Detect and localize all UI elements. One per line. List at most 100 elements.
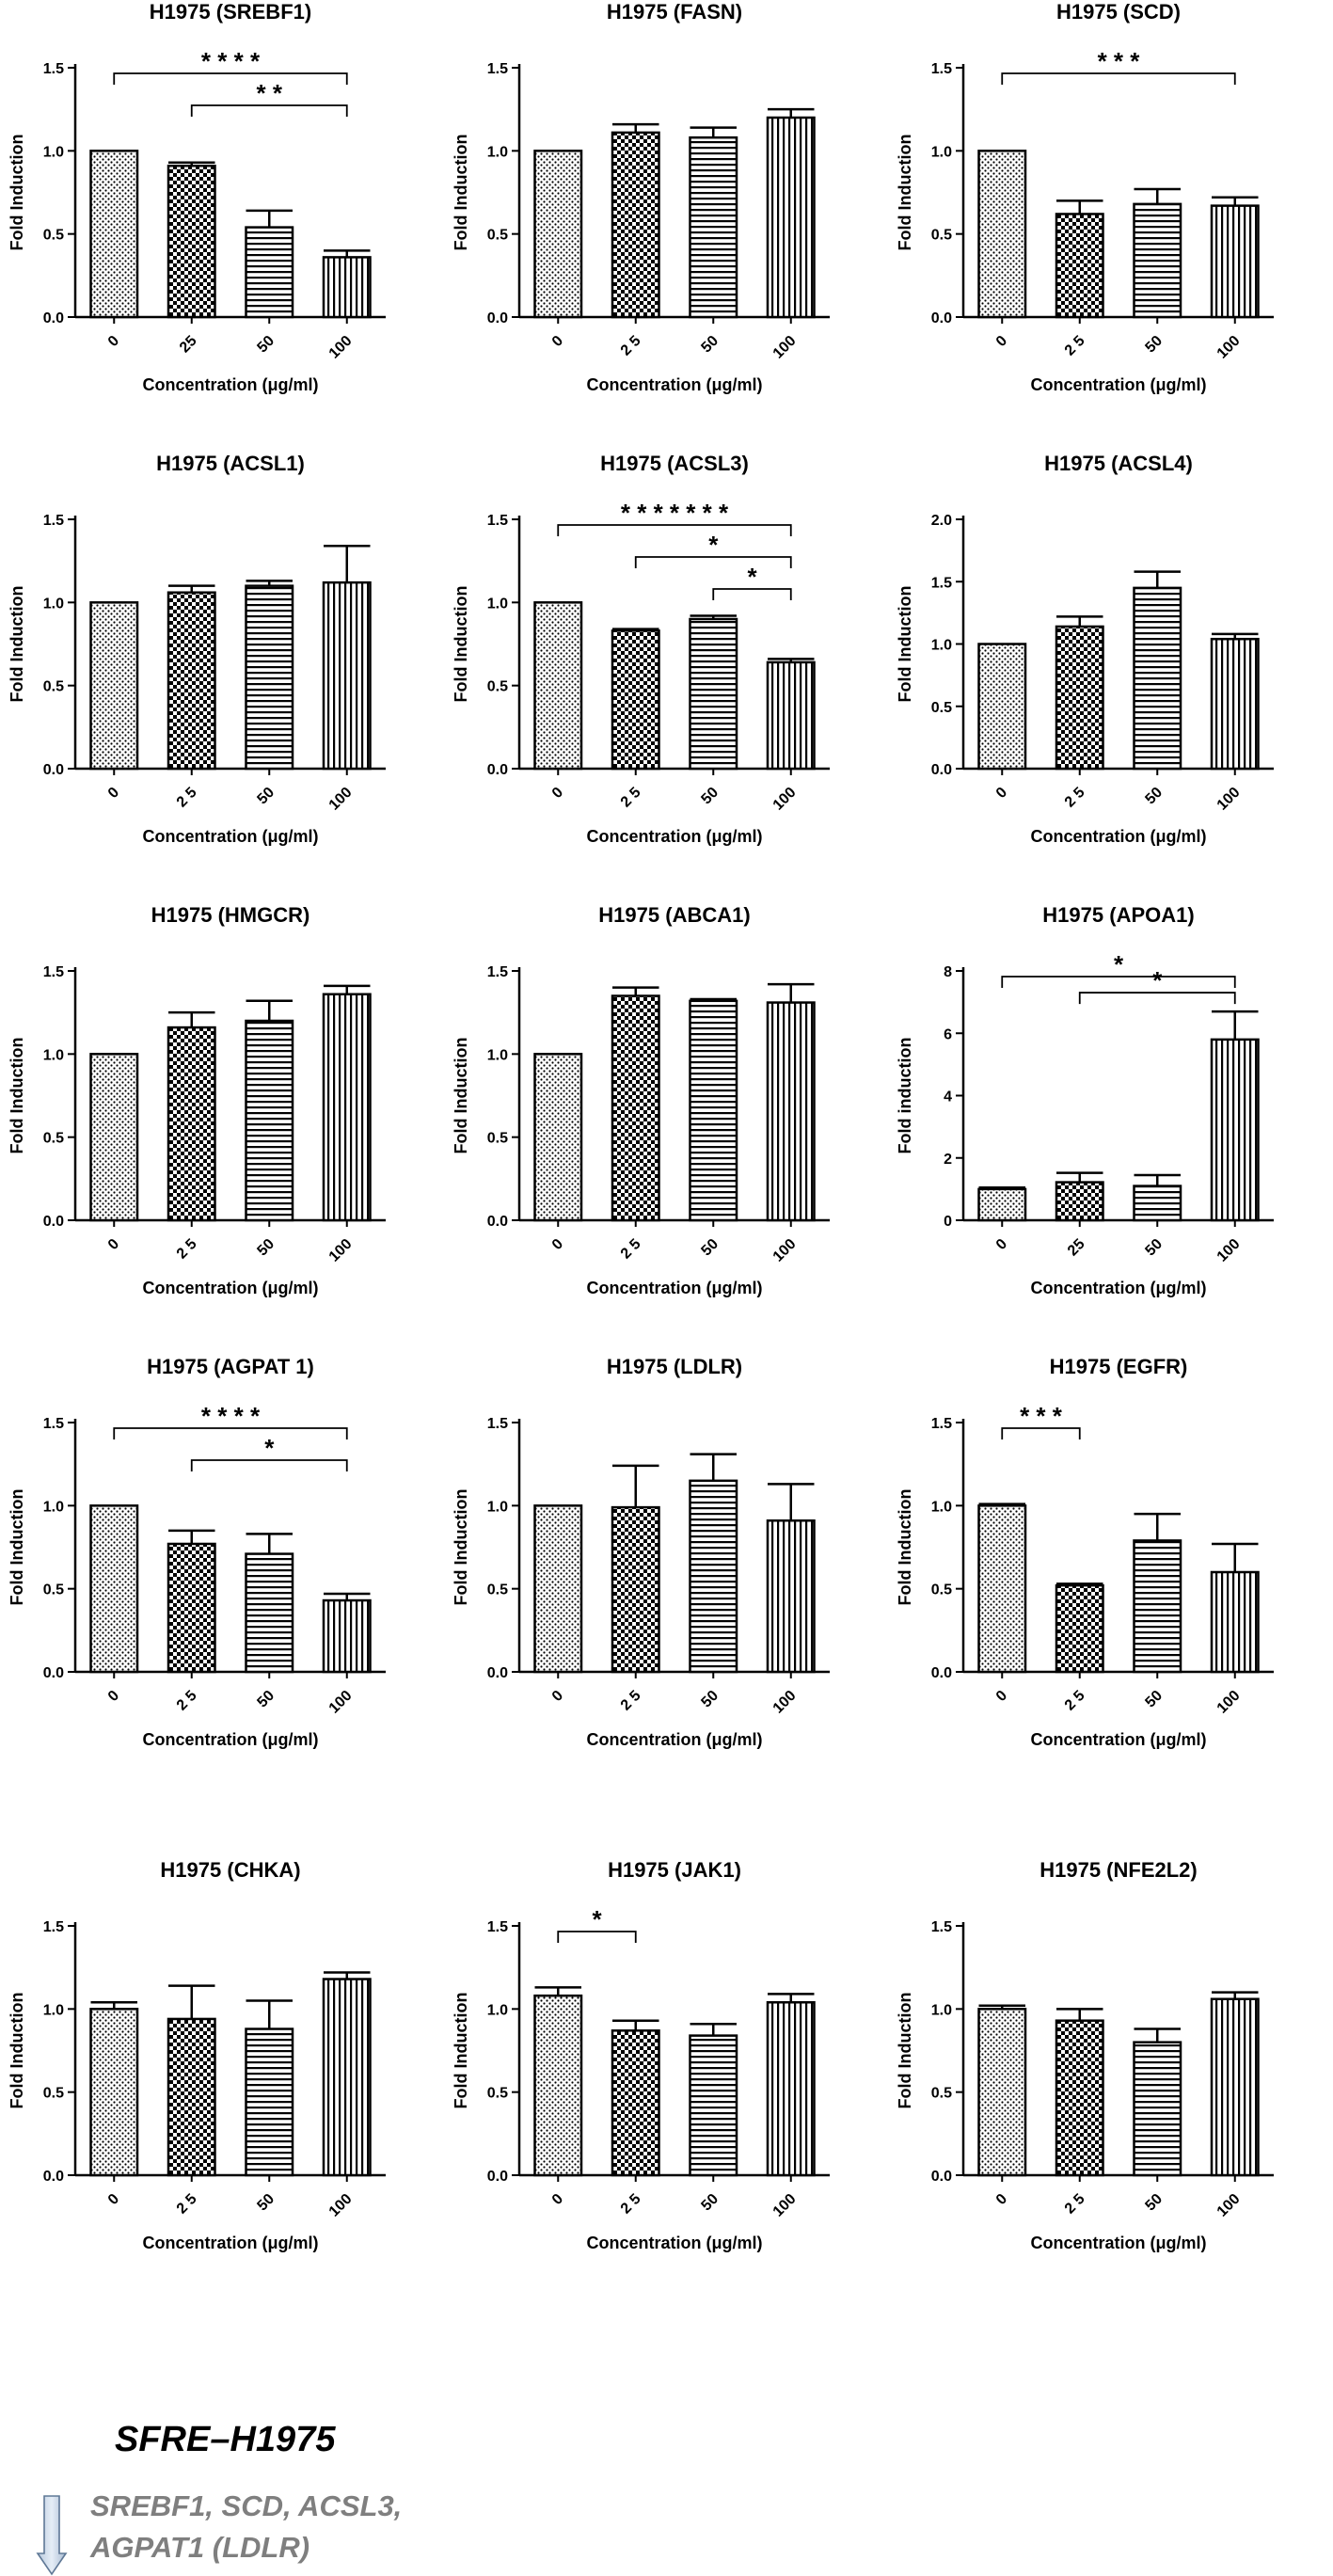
bar	[1055, 1181, 1104, 1222]
x-tick-label: 100	[1214, 1236, 1244, 1265]
y-axis-label: Fold Induction	[452, 135, 470, 251]
chart-title: H1975 (NFE2L2)	[1039, 1858, 1198, 1882]
significance-bracket	[113, 72, 348, 85]
bar	[1133, 1539, 1182, 1674]
y-tick-label: 1.5	[487, 1919, 508, 1935]
bar	[533, 1053, 583, 1222]
chart-panel: H1975 (APOA1) 0 2 4 6 8 Fold induction 0 25 50 100…	[896, 903, 1274, 1297]
bar	[1133, 1185, 1182, 1222]
x-tick-label: 50	[254, 1688, 278, 1711]
y-tick-label: 0.0	[931, 310, 952, 326]
x-axis-label: Concentration (μg/ml)	[1030, 1279, 1206, 1297]
x-axis-label: Concentration (μg/ml)	[1030, 375, 1206, 394]
x-axis-label: Concentration (μg/ml)	[142, 1279, 318, 1297]
x-tick-label: 2 5	[174, 785, 200, 811]
x-tick-label: 100	[326, 1688, 356, 1717]
y-tick-label: 1.0	[931, 2002, 952, 2018]
bar	[611, 994, 660, 1222]
x-tick-label: 0	[549, 2191, 566, 2208]
x-axis-label: Concentration (μg/ml)	[142, 827, 318, 846]
bar	[689, 2034, 738, 2177]
bar	[1055, 1583, 1104, 1674]
x-axis-label: Concentration (μg/ml)	[586, 2234, 762, 2252]
y-axis-label: Fold Induction	[452, 1993, 470, 2109]
x-tick-label: 100	[770, 1688, 800, 1717]
figure-grid: H1975 (SREBF1) 0.0 0.5 1.0 1.5 Fold Induction…	[8, 0, 1274, 2252]
y-tick-label: 0.5	[43, 228, 64, 244]
x-tick-label: 2 5	[1062, 785, 1088, 811]
x-axis-label: Concentration (μg/ml)	[586, 1730, 762, 1749]
bar	[977, 150, 1027, 319]
y-tick-label: 0.0	[43, 1214, 64, 1230]
bar	[1210, 1038, 1260, 1222]
x-tick-label: 2 5	[1062, 2191, 1088, 2218]
bar	[322, 993, 372, 1222]
x-axis-label: Concentration (μg/ml)	[586, 375, 762, 394]
bar	[689, 135, 738, 319]
x-tick-label: 100	[770, 2191, 800, 2220]
y-tick-label: 1.5	[43, 964, 64, 980]
significance-bracket	[1078, 992, 1236, 1005]
bar	[766, 2001, 816, 2177]
y-tick-label: 0.5	[43, 1582, 64, 1598]
bar	[766, 660, 816, 771]
x-tick-label: 50	[254, 1236, 278, 1260]
y-tick-label: 0.0	[931, 2169, 952, 2185]
summary-genes-line2: AGPAT1 (LDLR)	[90, 2531, 310, 2564]
y-tick-label: 1.5	[43, 1416, 64, 1432]
y-axis-label: Fold Induction	[8, 1038, 26, 1154]
x-tick-label: 2 5	[618, 333, 644, 359]
y-tick-label: 0.0	[43, 310, 64, 326]
y-tick-label: 1.0	[931, 144, 952, 160]
chart-title: H1975 (ACSL3)	[600, 452, 749, 475]
y-tick-label: 6	[944, 1026, 952, 1042]
bar	[167, 1026, 216, 1222]
y-tick-label: 0.5	[931, 700, 952, 716]
chart-panel: H1975 (NFE2L2) 0.0 0.5 1.0 1.5 Fold Induction…	[896, 1858, 1274, 2252]
x-tick-label: 25	[177, 333, 200, 357]
significance-label: *	[1152, 966, 1163, 994]
x-tick-label: 0	[105, 785, 122, 802]
y-tick-label: 8	[944, 964, 952, 980]
x-tick-label: 0	[993, 1688, 1010, 1705]
bar	[1210, 204, 1260, 319]
x-tick-label: 50	[698, 1688, 722, 1711]
y-tick-label: 0.0	[931, 762, 952, 778]
bar	[689, 617, 738, 771]
bar	[89, 150, 139, 319]
summary-panel: SFRE–H1975 SREBF1, SCD, ACSL3, AGPAT1 (L…	[0, 2409, 1333, 2576]
x-tick-label: 50	[254, 785, 278, 808]
chart-panel: H1975 (EGFR) 0.0 0.5 1.0 1.5 Fold Induction 0 2…	[896, 1355, 1274, 1749]
x-tick-label: 100	[770, 333, 800, 362]
significance-label: *	[264, 1434, 275, 1462]
significance-bracket	[712, 588, 792, 600]
x-tick-label: 50	[698, 1236, 722, 1260]
y-axis-label: Fold Induction	[8, 1993, 26, 2109]
y-tick-label: 0.0	[487, 2169, 508, 2185]
bar	[533, 1994, 583, 2177]
x-tick-label: 100	[1214, 333, 1244, 362]
y-tick-label: 1.0	[43, 1047, 64, 1063]
bar	[1210, 1997, 1260, 2177]
bar	[611, 629, 660, 771]
x-tick-label: 2 5	[618, 785, 644, 811]
bar	[322, 256, 372, 319]
significance-bracket	[190, 104, 348, 117]
significance-bracket	[634, 556, 792, 568]
x-tick-label: 0	[105, 1236, 122, 1253]
x-axis-label: Concentration (μg/ml)	[1030, 827, 1206, 846]
y-tick-label: 0.5	[931, 228, 952, 244]
y-tick-label: 2	[944, 1152, 952, 1168]
y-tick-label: 1.5	[43, 513, 64, 529]
y-tick-label: 0.0	[931, 1665, 952, 1681]
x-tick-label: 2 5	[1062, 333, 1088, 359]
bar	[1133, 202, 1182, 319]
bar	[89, 1504, 139, 1674]
x-tick-label: 50	[254, 333, 278, 357]
bar	[245, 584, 294, 771]
bar	[977, 1504, 1027, 1674]
x-tick-label: 0	[993, 785, 1010, 802]
y-tick-label: 1.5	[931, 1919, 952, 1935]
chart-title: H1975 (SCD)	[1056, 0, 1181, 24]
significance-label: * * *	[1020, 1402, 1063, 1430]
